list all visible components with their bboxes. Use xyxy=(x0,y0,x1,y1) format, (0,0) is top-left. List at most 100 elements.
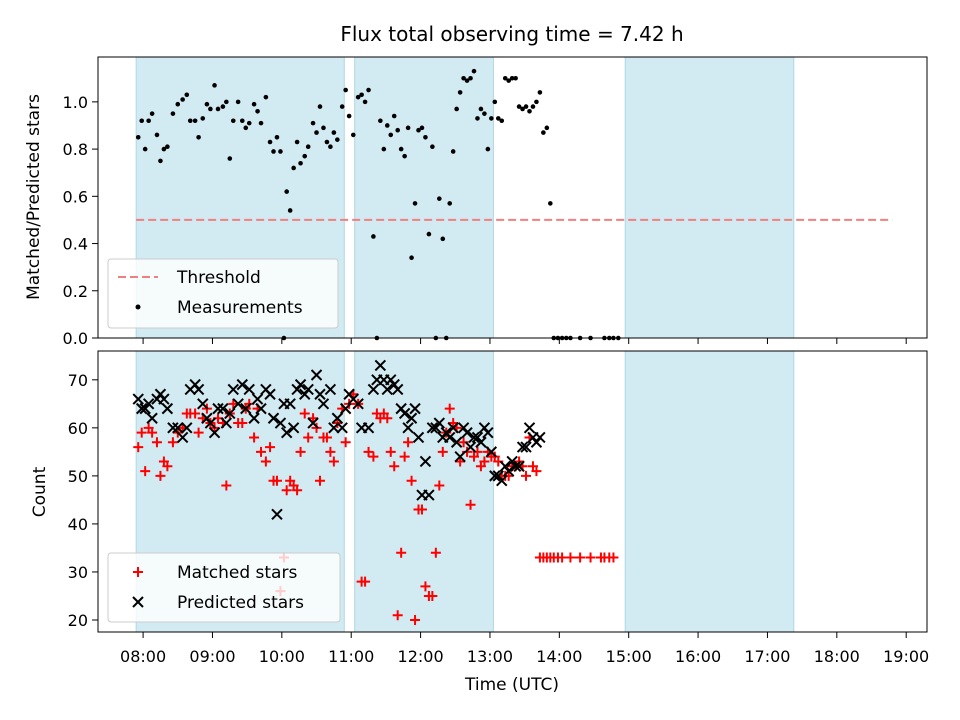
predicted-stars-point xyxy=(197,398,209,410)
measurement-point xyxy=(208,106,213,112)
measurement-point xyxy=(294,139,300,145)
measurement-point xyxy=(426,231,432,237)
predicted-stars-point xyxy=(142,398,155,410)
measurements-legend-swatch xyxy=(135,304,141,310)
matched-stars-point xyxy=(295,446,306,457)
predicted-stars-point xyxy=(433,417,446,429)
measurement-point xyxy=(430,144,435,150)
measurement-point xyxy=(437,196,442,201)
measurement-point xyxy=(154,132,160,138)
measurement-point xyxy=(314,130,319,135)
ratio-plot-frame xyxy=(97,56,928,339)
predicted-stars-point xyxy=(502,465,515,477)
predicted-stars-point xyxy=(248,412,260,424)
predicted-stars-point xyxy=(181,422,193,434)
measurement-point xyxy=(196,134,201,140)
predicted-stars-point xyxy=(374,359,387,372)
predicted-stars-point xyxy=(450,436,463,448)
measurement-point xyxy=(239,118,245,124)
measurement-point xyxy=(328,144,333,150)
measurement-point xyxy=(135,134,141,140)
matched-stars-point xyxy=(430,547,441,558)
predicted-stars-point xyxy=(135,402,148,415)
measurement-point xyxy=(485,146,491,152)
matched-stars-point xyxy=(147,427,158,438)
matched-stars-point xyxy=(368,451,379,462)
predicted-stars-point xyxy=(264,388,276,400)
measurement-point xyxy=(502,75,508,81)
measurement-point xyxy=(192,118,198,124)
predicted-stars-point xyxy=(339,402,352,415)
y-tick-label: 40 xyxy=(68,515,88,534)
measurement-point xyxy=(180,97,185,102)
predicted-stars-point xyxy=(267,412,280,424)
predicted-stars-point xyxy=(208,426,221,439)
measurement-point xyxy=(278,149,283,154)
measurement-point xyxy=(378,118,383,124)
x-tick-label: 09:00 xyxy=(189,647,235,666)
measurement-point xyxy=(291,165,296,171)
x-tick-label: 15:00 xyxy=(606,647,652,666)
measurement-point xyxy=(302,153,308,159)
measurement-point xyxy=(204,101,210,107)
measurement-point xyxy=(220,104,226,109)
measurement-point xyxy=(324,139,330,145)
matched-stars-point xyxy=(389,461,400,472)
measurement-point xyxy=(499,118,505,124)
measurement-point xyxy=(478,106,484,112)
matched-stars-point xyxy=(136,427,147,438)
measurement-point xyxy=(246,120,252,126)
measurement-point xyxy=(284,189,289,194)
matched-stars-point xyxy=(382,413,393,424)
matched-stars-point xyxy=(328,456,339,467)
x-axis-label: Time (UTC) xyxy=(464,675,559,695)
measurement-point xyxy=(251,101,257,107)
predicted-stars-point xyxy=(464,441,477,453)
predicted-stars-point xyxy=(302,383,314,396)
measurement-point xyxy=(395,127,400,133)
predicted-stars-point xyxy=(447,422,459,434)
x-tick-label: 14:00 xyxy=(536,647,582,666)
matched-stars-point xyxy=(271,475,282,486)
y-tick-label: 20 xyxy=(68,611,88,630)
predicted-stars-point xyxy=(405,412,418,424)
count-legend: Matched stars Predicted stars xyxy=(107,552,341,623)
measurement-point xyxy=(224,99,229,105)
matched-stars-point xyxy=(585,552,596,563)
predicted-stars-point xyxy=(367,383,380,396)
predicted-stars-point xyxy=(328,422,340,434)
matched-stars-point xyxy=(151,437,162,448)
measurement-point xyxy=(321,125,326,131)
predicted-stars-point xyxy=(516,441,529,453)
measurement-point xyxy=(516,104,522,109)
x-tick-label: 12:00 xyxy=(398,647,444,666)
measurement-point xyxy=(255,109,260,114)
predicted-stars-point xyxy=(176,431,189,444)
matched-stars-point xyxy=(392,610,403,621)
measurement-point xyxy=(537,90,543,95)
measurement-point xyxy=(402,153,407,159)
predicted-stars-point xyxy=(352,398,364,410)
y-tick-label: 30 xyxy=(68,563,88,582)
predicted-stars-point xyxy=(158,393,170,405)
matched-stars-point xyxy=(303,432,314,443)
chart-title: Flux total observing time = 7.42 h xyxy=(340,22,683,46)
x-tick-label: 11:00 xyxy=(328,647,374,666)
predicted-stars-point xyxy=(461,426,473,439)
predicted-stars-point xyxy=(212,402,224,415)
matched-stars-point xyxy=(608,552,619,563)
predicted-legend-label: Predicted stars xyxy=(177,593,304,613)
observing-window-band xyxy=(624,350,795,633)
measurement-point xyxy=(230,118,236,124)
predicted-stars-point xyxy=(423,489,435,501)
measurement-point xyxy=(215,106,221,112)
measurements-legend-label: Measurements xyxy=(177,298,303,318)
predicted-stars-point xyxy=(132,393,144,405)
measurement-point xyxy=(384,123,390,128)
matched-stars-point xyxy=(237,418,248,429)
measurement-point xyxy=(170,111,176,116)
ratio-y-label: Matched/Predicted stars xyxy=(24,94,44,300)
matched-stars-point xyxy=(427,590,438,601)
matched-stars-point xyxy=(521,470,532,481)
measurement-point xyxy=(346,113,352,119)
